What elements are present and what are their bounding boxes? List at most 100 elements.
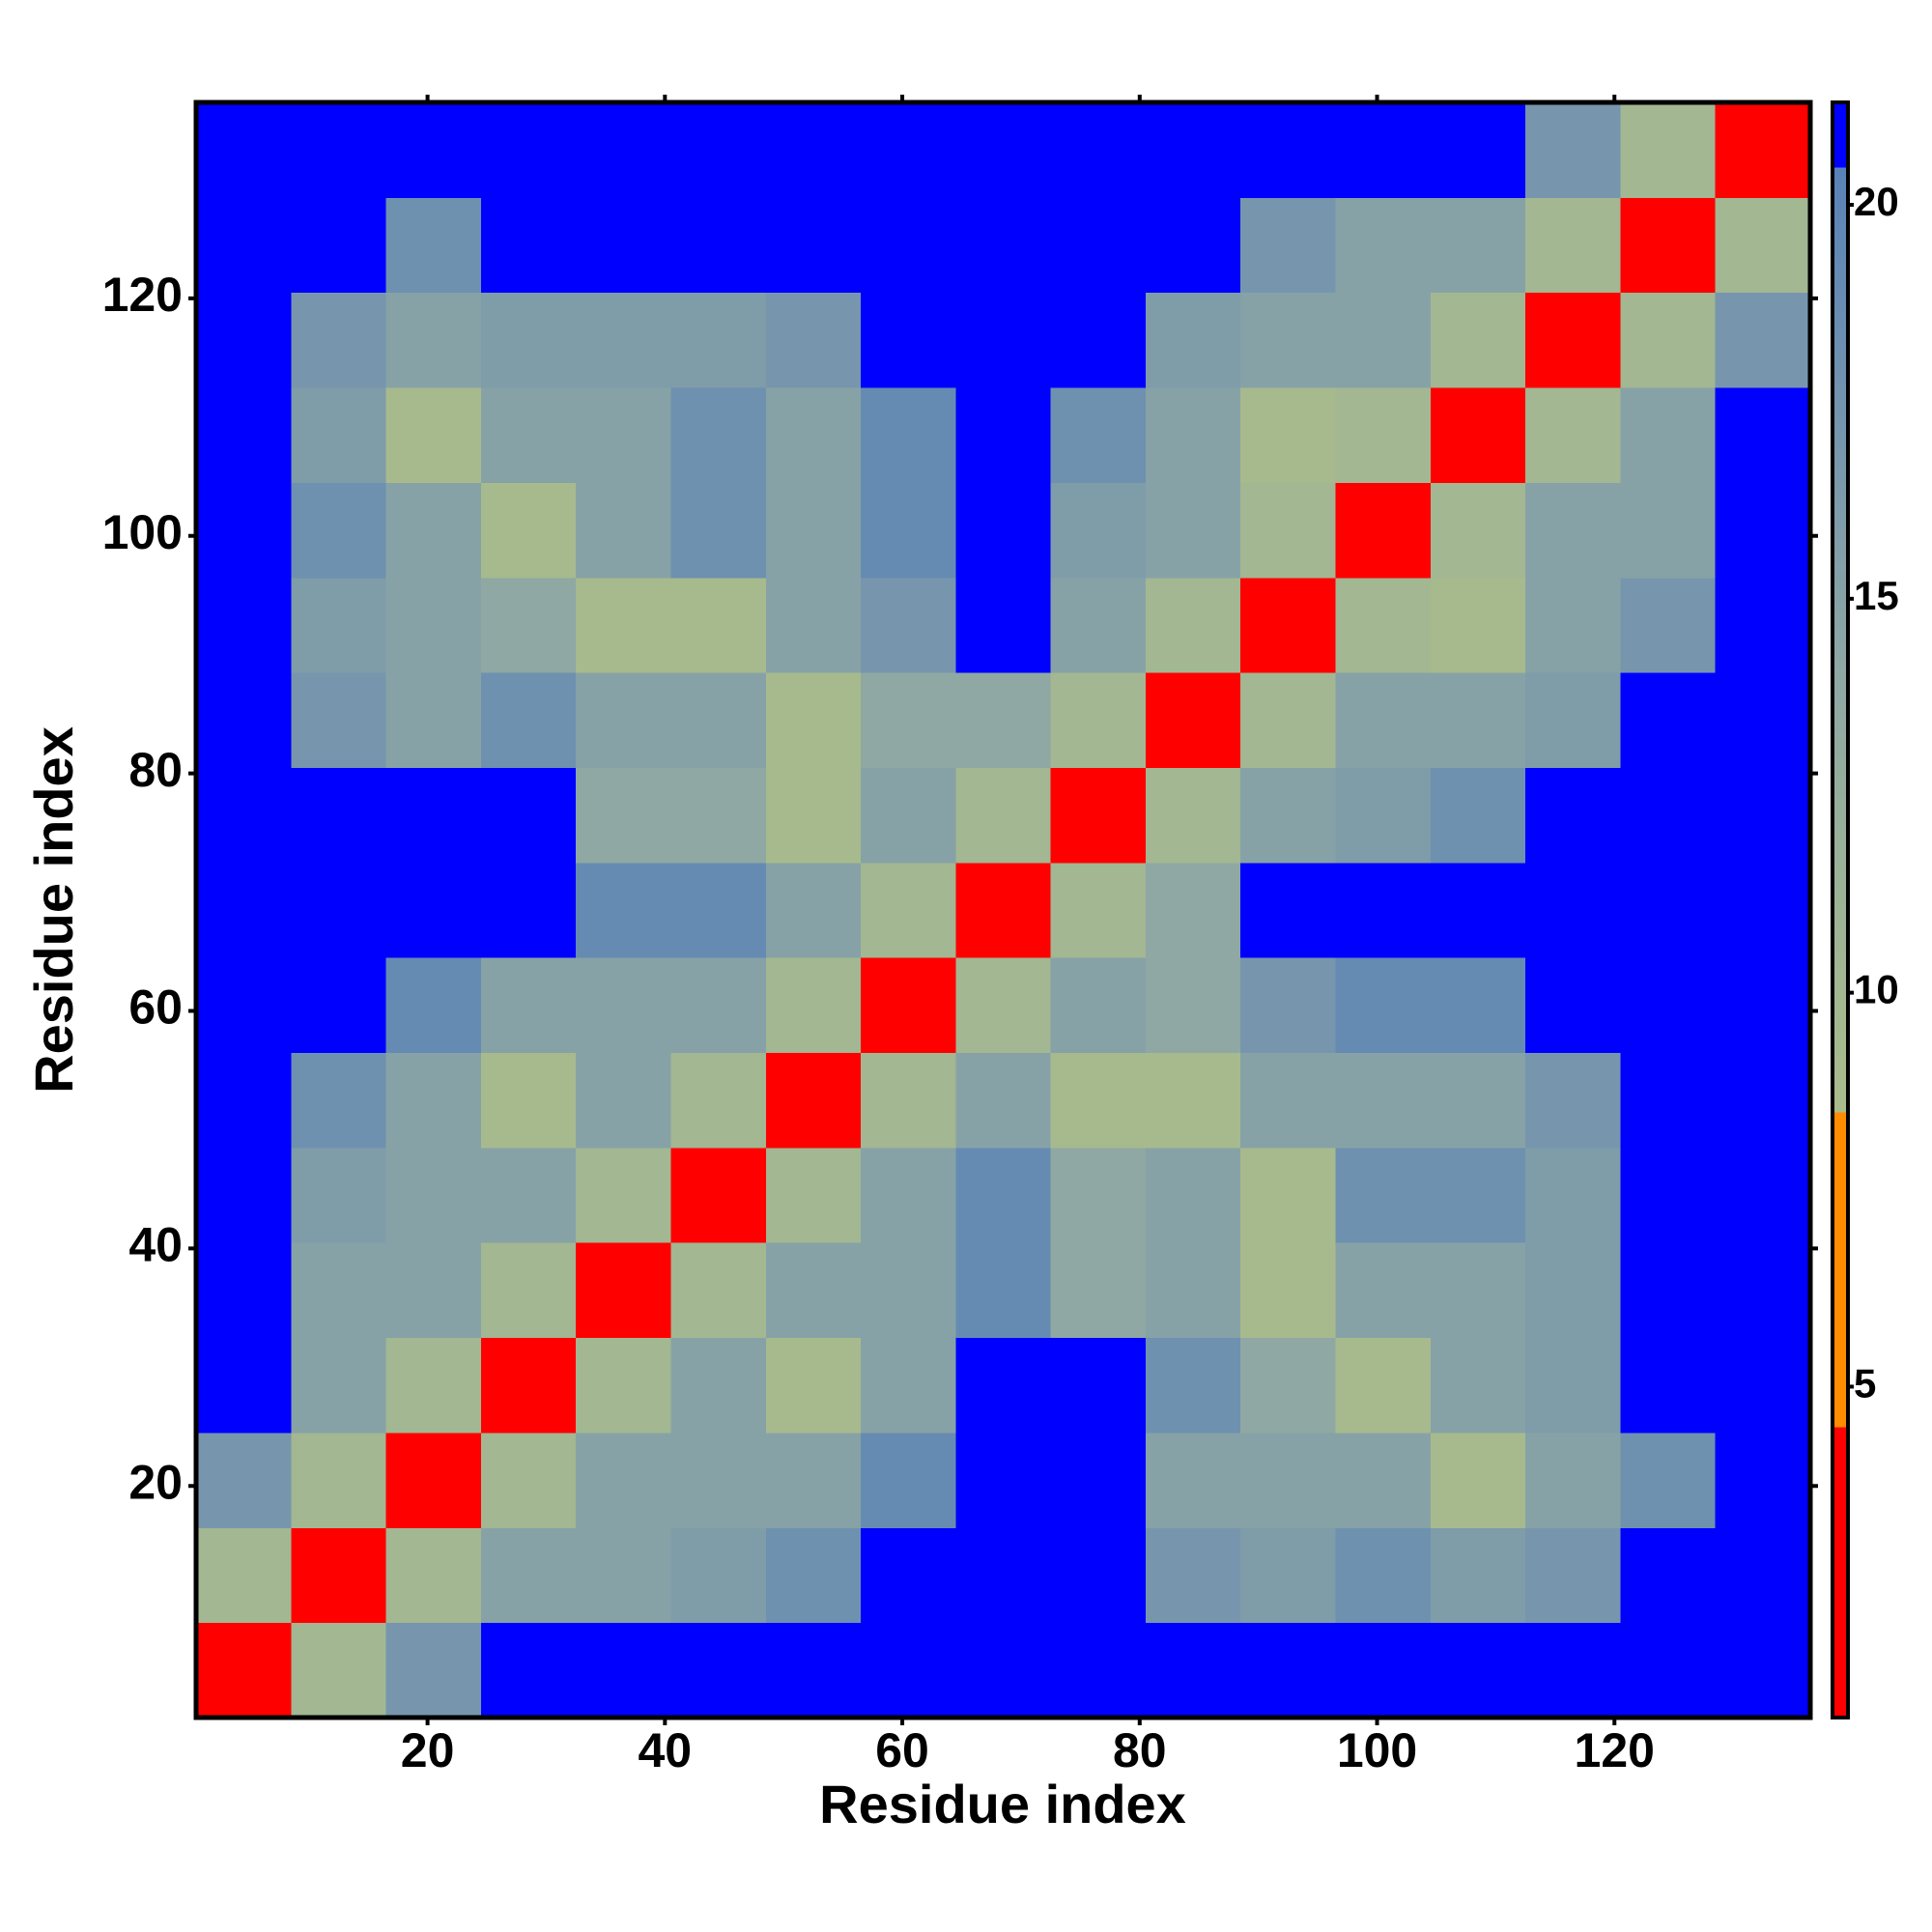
heatmap-cell: [291, 1242, 387, 1339]
heatmap-cell: [955, 1147, 1052, 1243]
heatmap-cell: [861, 767, 956, 864]
heatmap-cell: [385, 1147, 482, 1243]
heatmap-cell: [1620, 1527, 1717, 1624]
y-tick-label: 80: [128, 743, 183, 797]
colorbar-slice: [1833, 353, 1848, 362]
colorbar-slice: [1833, 1701, 1848, 1711]
colorbar-slice: [1833, 651, 1848, 661]
colorbar-slice: [1833, 1418, 1848, 1428]
heatmap-cell: [1050, 1527, 1147, 1624]
x-axis-label: Residue index: [819, 1774, 1186, 1834]
heatmap-cell: [385, 767, 482, 864]
heatmap-cell: [1620, 767, 1717, 864]
colorbar-slice: [1833, 1677, 1848, 1687]
colorbar-slice: [1833, 522, 1848, 531]
colorbar-slice: [1833, 1176, 1848, 1185]
heatmap-cell: [1335, 862, 1432, 958]
heatmap-cell: [861, 387, 956, 483]
heatmap-cell: [576, 1147, 671, 1243]
y-tick-label: 120: [102, 268, 183, 322]
heatmap-cell: [291, 1622, 387, 1719]
colorbar-slice: [1833, 1596, 1848, 1605]
colorbar-slice: [1833, 1466, 1848, 1476]
heatmap-cell: [385, 1337, 482, 1434]
heatmap-cell: [196, 957, 292, 1054]
heatmap-cell: [765, 292, 862, 388]
heatmap-cell: [576, 1242, 671, 1339]
colorbar-slice: [1833, 328, 1848, 338]
colorbar-slice: [1833, 1047, 1848, 1057]
colorbar-slice: [1833, 643, 1848, 653]
heatmap-cell: [1715, 1432, 1811, 1528]
colorbar-slice: [1833, 1240, 1848, 1250]
colorbar-slice: [1833, 1225, 1848, 1234]
colorbar-slice: [1833, 1442, 1848, 1452]
heatmap-cell: [480, 1527, 577, 1624]
colorbar-slice: [1833, 1055, 1848, 1065]
heatmap-cell: [1430, 862, 1526, 958]
heatmap-cell: [576, 1432, 671, 1528]
heatmap-cell: [765, 957, 862, 1054]
heatmap-cell: [1240, 1242, 1337, 1339]
heatmap-cell: [385, 957, 482, 1054]
colorbar-slice: [1833, 1435, 1848, 1444]
colorbar-slice: [1833, 570, 1848, 580]
colorbar-slice: [1833, 1410, 1848, 1420]
colorbar-slice: [1833, 998, 1848, 1008]
colorbar-slice: [1833, 692, 1848, 701]
heatmap-cell: [291, 292, 387, 388]
heatmap-cell: [765, 862, 862, 958]
heatmap-cell: [670, 767, 767, 864]
heatmap-cell: [196, 197, 292, 294]
heatmap-cell: [480, 197, 577, 294]
heatmap-cell: [1240, 1622, 1337, 1719]
heatmap-cell: [1145, 1527, 1241, 1624]
heatmap-cell: [955, 292, 1052, 388]
colorbar-slice: [1833, 716, 1848, 725]
heatmap-cell: [576, 1337, 671, 1434]
colorbar-slice: [1833, 1579, 1848, 1589]
heatmap-cell: [955, 577, 1052, 673]
colorbar-slice: [1833, 1572, 1848, 1581]
colorbar-slice: [1833, 247, 1848, 257]
heatmap-cell: [385, 482, 482, 579]
colorbar-slice: [1833, 1451, 1848, 1461]
heatmap-cell: [1240, 862, 1337, 958]
colorbar-slice: [1833, 1653, 1848, 1662]
heatmap-cell: [1715, 767, 1811, 864]
colorbar-slice: [1833, 110, 1848, 120]
heatmap-cell: [480, 292, 577, 388]
colorbar-slice: [1833, 1151, 1848, 1161]
colorbar-slice: [1833, 1629, 1848, 1637]
heatmap-cell: [480, 387, 577, 483]
colorbar-slice: [1833, 1087, 1848, 1096]
colorbar-slice: [1833, 732, 1848, 742]
colorbar-slice: [1833, 425, 1848, 435]
heatmap-cell: [861, 957, 956, 1054]
heatmap-cell: [1335, 577, 1432, 673]
heatmap-cell: [1525, 387, 1621, 483]
colorbar-slice: [1833, 481, 1848, 491]
heatmap-cell: [861, 1432, 956, 1528]
colorbar-slice: [1833, 497, 1848, 507]
colorbar-slice: [1833, 1459, 1848, 1468]
heatmap-cell: [291, 197, 387, 294]
colorbar-slice: [1833, 1144, 1848, 1153]
colorbar-slice: [1833, 675, 1848, 685]
heatmap-cell: [861, 1147, 956, 1243]
colorbar-slice: [1833, 1063, 1848, 1072]
heatmap-cell: [1335, 1432, 1432, 1528]
colorbar-slice: [1833, 336, 1848, 346]
colorbar-slice: [1833, 1168, 1848, 1178]
heatmap-cell: [576, 1527, 671, 1624]
y-tick-label: 20: [128, 1455, 183, 1509]
x-tick-label: 120: [1575, 1723, 1655, 1777]
heatmap-cell: [291, 577, 387, 673]
heatmap-cell: [1050, 577, 1147, 673]
heatmap-cell: [291, 102, 387, 198]
heatmap-cell: [1430, 1147, 1526, 1243]
heatmap-cell: [1430, 102, 1526, 198]
heatmap-cell: [1620, 672, 1717, 768]
colorbar-slice: [1833, 821, 1848, 830]
heatmap-cell: [861, 1242, 956, 1339]
